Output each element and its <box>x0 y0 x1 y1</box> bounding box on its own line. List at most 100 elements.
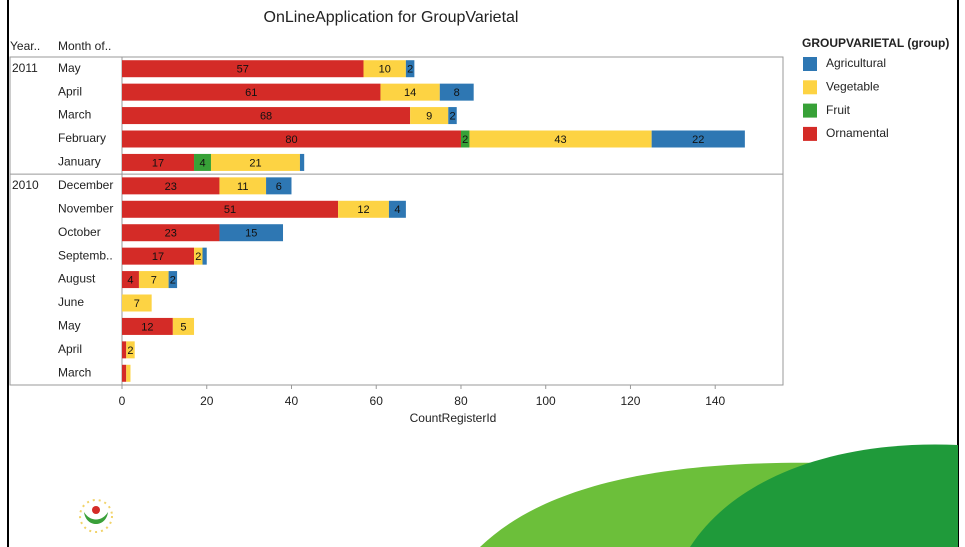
data-label: 4 <box>394 204 400 216</box>
data-label: 15 <box>245 228 257 240</box>
row-label: Septemb.. <box>58 248 113 262</box>
data-label: 17 <box>152 251 164 263</box>
data-label: 2 <box>170 274 176 286</box>
data-label: 57 <box>237 64 249 76</box>
bar-segment <box>651 130 745 148</box>
bar-segment <box>388 200 406 218</box>
x-tick-label: 40 <box>285 394 299 408</box>
data-label: 11 <box>237 181 248 193</box>
bar-segment <box>122 341 127 359</box>
bar-segment <box>299 153 305 171</box>
x-tick-label: 60 <box>370 394 384 408</box>
data-label: 7 <box>151 274 157 286</box>
data-label: 21 <box>249 157 261 169</box>
legend-title: GROUPVARIETAL (group) <box>802 36 949 50</box>
logo-dot <box>92 506 100 514</box>
legend-swatch <box>803 103 817 118</box>
row-label: April <box>58 342 82 356</box>
data-label: 4 <box>127 274 133 286</box>
data-label: 68 <box>260 110 272 122</box>
row-label: August <box>58 272 96 286</box>
bar-segment <box>122 200 339 218</box>
row-label: January <box>58 155 101 169</box>
bar-segment <box>122 153 195 171</box>
bar-segment <box>172 317 195 335</box>
bar-segment <box>219 224 284 242</box>
bar-segment <box>194 153 211 171</box>
data-label: 2 <box>449 110 455 122</box>
bar-segment <box>122 247 195 265</box>
bar-segment <box>122 177 220 195</box>
legend-swatch <box>803 57 817 71</box>
row-label: March <box>58 365 91 379</box>
plot-frame <box>9 56 784 386</box>
bar-segment <box>168 271 178 289</box>
logo-leaf <box>84 512 108 524</box>
bar-segment <box>210 153 300 171</box>
legend-label: Vegetable <box>826 79 880 93</box>
bar-segment <box>122 294 152 312</box>
bar-segment <box>122 60 364 78</box>
data-label: 61 <box>245 87 257 99</box>
x-tick-label: 120 <box>620 394 640 408</box>
x-tick-label: 20 <box>200 394 214 408</box>
bar-segment <box>122 271 139 289</box>
data-label: 2 <box>462 134 468 146</box>
x-tick-label: 100 <box>536 394 556 408</box>
bar-segment <box>439 83 474 101</box>
bar-segment <box>380 83 440 101</box>
bar-segment <box>363 60 406 78</box>
chart-title: OnLineApplication for GroupVarietal <box>264 9 519 26</box>
data-label: 10 <box>379 64 391 76</box>
legend-label: Ornamental <box>826 126 889 140</box>
row-label: October <box>58 225 101 239</box>
bar-segment <box>122 364 127 382</box>
data-label: 14 <box>404 87 416 99</box>
x-tick-label: 140 <box>705 394 725 408</box>
data-label: 23 <box>165 228 177 240</box>
legend-label: Agricultural <box>826 56 886 70</box>
bar-segment <box>202 247 207 265</box>
data-label: 17 <box>152 157 164 169</box>
bar-segment <box>338 200 389 218</box>
bar-segment <box>266 177 292 195</box>
bar-segment <box>126 364 131 382</box>
year-label: 2010 <box>12 178 39 192</box>
bar-segment <box>460 130 470 148</box>
bar-segment <box>410 107 449 125</box>
data-label: 43 <box>554 134 566 146</box>
bar-segment <box>448 107 457 125</box>
row-label: December <box>58 178 113 192</box>
bar-segment <box>219 177 267 195</box>
bar-segment <box>122 107 411 125</box>
data-label: 6 <box>276 181 282 193</box>
data-label: 9 <box>426 110 432 122</box>
bar-segment <box>122 130 461 148</box>
bar-segment <box>405 60 415 78</box>
legend-swatch <box>803 126 817 141</box>
bar-segment <box>122 83 381 101</box>
data-label: 51 <box>224 204 236 216</box>
row-label: November <box>58 201 113 215</box>
row-label: May <box>58 61 81 75</box>
row-label: April <box>58 84 82 98</box>
data-label: 5 <box>180 321 186 333</box>
legend-swatch <box>803 80 817 95</box>
row-label: May <box>58 319 81 333</box>
bar-segment <box>122 224 220 242</box>
data-label: 7 <box>134 298 140 310</box>
x-tick-label: 0 <box>119 394 126 408</box>
bar-segment <box>138 271 169 289</box>
x-axis-label: CountRegisterId <box>410 411 497 425</box>
bar-segment <box>469 130 652 148</box>
data-label: 2 <box>195 251 201 263</box>
data-label: 4 <box>199 157 205 169</box>
data-label: 80 <box>285 134 297 146</box>
row-label: February <box>58 131 106 145</box>
data-label: 12 <box>357 204 369 216</box>
data-label: 8 <box>454 87 460 99</box>
row-label: June <box>58 295 84 309</box>
row-header: Month of.. <box>58 39 111 53</box>
row-header: Year.. <box>10 39 40 53</box>
